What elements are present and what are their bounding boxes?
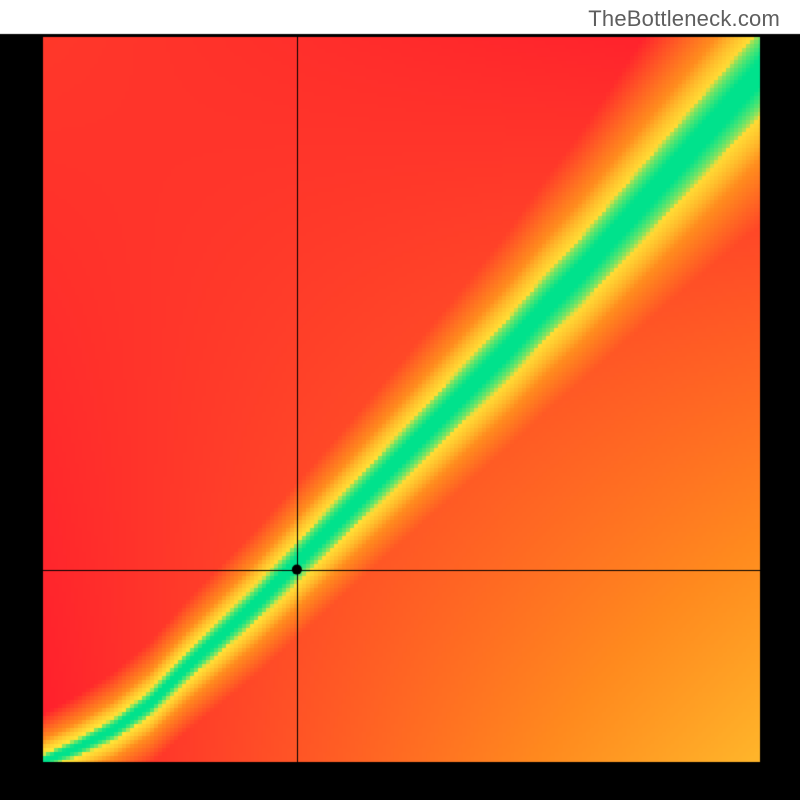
attribution-text: TheBottleneck.com xyxy=(588,6,780,32)
bottleneck-heatmap xyxy=(0,0,800,800)
